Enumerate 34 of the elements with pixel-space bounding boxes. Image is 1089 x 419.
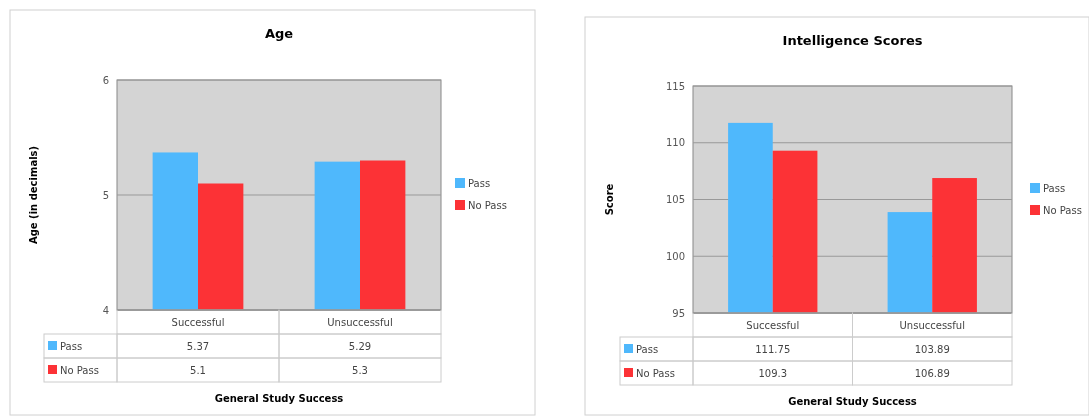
y-tick-label: 105 bbox=[665, 194, 685, 205]
data-label: 103.89 bbox=[914, 343, 950, 355]
data-label: 5.1 bbox=[190, 364, 206, 376]
chart-title: Age bbox=[264, 26, 294, 41]
y-tick-label: 5 bbox=[102, 189, 109, 201]
text: No Pass bbox=[636, 367, 675, 379]
text: No Pass bbox=[60, 364, 99, 376]
y-axis-title: Score bbox=[604, 183, 615, 216]
y-tick-label: 115 bbox=[665, 80, 685, 92]
data-label: 106.89 bbox=[914, 367, 950, 379]
x-tick-label: Unsuccessful bbox=[327, 316, 393, 328]
x-tick-label: Successful bbox=[746, 319, 800, 331]
legend-label: No Pass bbox=[468, 199, 507, 211]
y-tick-label: 110 bbox=[665, 137, 685, 149]
x-axis-title: General Study Success bbox=[214, 393, 344, 404]
chart-title: Intelligence Scores bbox=[782, 33, 923, 48]
text: Pass bbox=[1043, 182, 1066, 194]
x-tick-label: Unsuccessful bbox=[899, 319, 965, 331]
data-label: 5.37 bbox=[186, 340, 210, 352]
data-label: 109.3 bbox=[758, 367, 788, 379]
text: Pass bbox=[468, 177, 491, 189]
y-tick-label: 6 bbox=[102, 74, 109, 86]
legend-label: No Pass bbox=[1043, 204, 1082, 216]
legend-label: Pass bbox=[636, 343, 659, 355]
legend-label: Pass bbox=[60, 340, 83, 352]
y-axis-title: Age (in decimals) bbox=[28, 145, 39, 245]
data-label: 5.3 bbox=[352, 364, 368, 376]
y-tick-label: 100 bbox=[665, 250, 685, 262]
y-tick-label: 95 bbox=[672, 307, 685, 319]
y-tick-label: 4 bbox=[102, 304, 109, 316]
data-label: 111.75 bbox=[755, 343, 791, 355]
x-axis-title: General Study Success bbox=[788, 396, 917, 407]
x-tick-label: Successful bbox=[171, 316, 225, 328]
data-label: 5.29 bbox=[348, 340, 372, 352]
